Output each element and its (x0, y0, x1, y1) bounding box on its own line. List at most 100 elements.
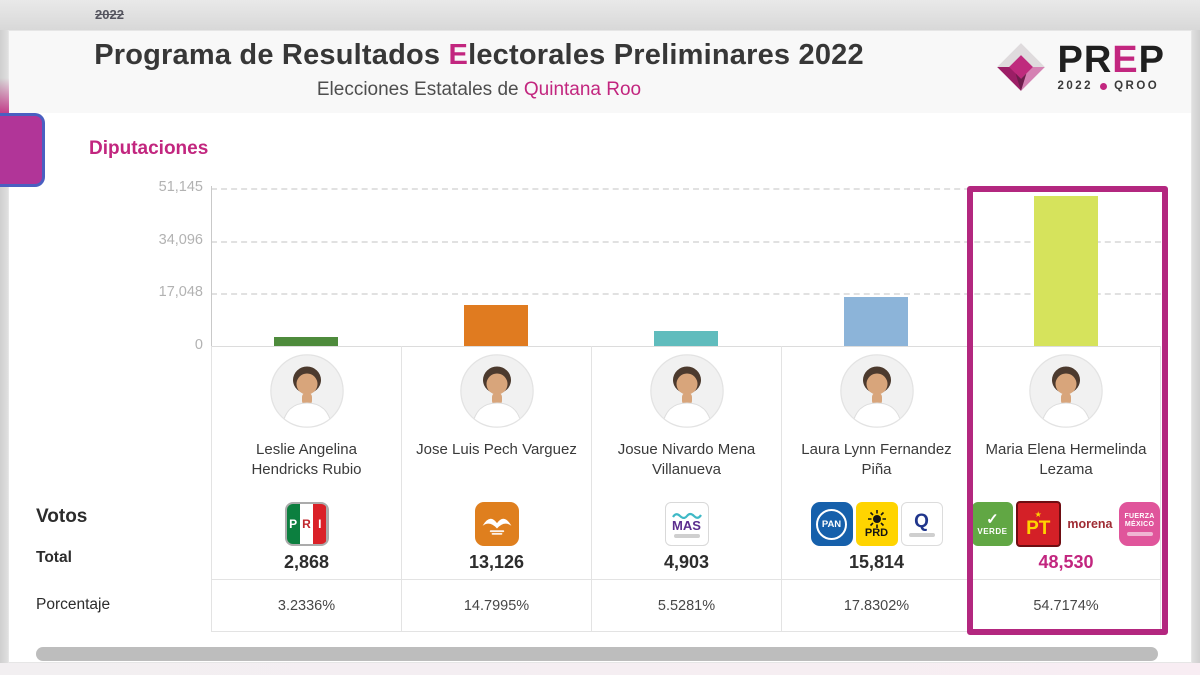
party-logo-pan: PAN (810, 502, 853, 546)
vote-bar (654, 331, 718, 346)
bottom-strip (0, 663, 1200, 675)
percentage-label: Porcentaje (36, 596, 111, 613)
y-axis-tick-label: 51,145 (158, 179, 203, 195)
gridline (211, 188, 1161, 190)
party-logos (402, 499, 591, 549)
percentage-value: 3.2336% (211, 579, 401, 632)
total-votes-value: 13,126 (468, 552, 525, 572)
logo-state: QROO (1114, 80, 1160, 92)
candidate-photo (1029, 354, 1103, 428)
party-logo-pri: P R I (284, 502, 329, 546)
top-strip: 2022 (0, 0, 1200, 30)
header: Programa de Resultados Electorales Preli… (9, 31, 1191, 113)
candidate-name: Laura Lynn Fernandez Piña (801, 441, 952, 479)
prep-letter-p: P (1138, 39, 1165, 81)
party-logo-mc (474, 502, 519, 546)
page-title: Programa de Resultados Electorales Preli… (9, 39, 949, 72)
party-logos: ✓ VERDE ★ PT morena FUERZA MÉXICO (972, 499, 1160, 549)
candidate-columns: Leslie Angelina Hendricks Rubio P R I 2,… (211, 186, 1161, 634)
total-votes-value: 48,530 (1038, 552, 1094, 572)
prep-logo-text: PREP 2022 QROO (1057, 39, 1165, 92)
title-text-post: lectorales Preliminares 2022 (468, 39, 864, 71)
candidate-column: Leslie Angelina Hendricks Rubio P R I 2,… (211, 186, 401, 634)
y-axis-line (211, 186, 212, 346)
party-logo-conf: Q (900, 502, 943, 546)
y-axis-tick-label: 34,096 (158, 231, 203, 248)
title-text: Programa de Resultados (94, 39, 449, 71)
vote-bar (464, 305, 528, 346)
prd-sun-icon (867, 509, 886, 528)
main-panel: Programa de Resultados Electorales Preli… (8, 30, 1192, 663)
candidate-cell: Jose Luis Pech Varguez 13,126 (401, 346, 591, 579)
party-logo-mas: MAS (664, 502, 709, 546)
gridline (211, 240, 1161, 243)
page-subtitle: Elecciones Estatales de Quintana Roo (9, 79, 949, 101)
percentage-value: 54.7174% (971, 579, 1161, 632)
percentage-value: 17.8302% (781, 579, 971, 632)
subtitle-text: Elecciones Estatales de (316, 79, 524, 100)
candidate-cell: Josue Nivardo Mena Villanueva MAS 4,903 (591, 346, 781, 579)
votes-label: Votos (36, 506, 88, 527)
total-label: Total (36, 549, 72, 566)
total-votes-value: 4,903 (663, 552, 710, 572)
party-logo-fxm: FUERZA MÉXICO (1119, 502, 1160, 546)
party-logo-morena: morena (1063, 511, 1117, 537)
y-axis-tick-label: 17,048 (158, 284, 203, 301)
prep-diamond-icon (997, 43, 1046, 91)
tab-diputaciones[interactable]: Diputaciones (89, 138, 209, 159)
candidate-photo (459, 354, 534, 428)
candidate-cell: Laura Lynn Fernandez Piña PAN PRD Q 15,81… (781, 346, 971, 579)
prep-letter-e: E (1112, 39, 1139, 81)
candidate-avatar (269, 353, 345, 429)
vote-bar (844, 297, 908, 346)
candidate-name: Jose Luis Pech Varguez (416, 441, 577, 458)
party-logos: MAS (592, 499, 781, 549)
candidate-column: Jose Luis Pech Varguez 13,126 14.7995% (401, 186, 591, 634)
candidate-photo (839, 354, 914, 428)
mc-eagle-icon (482, 518, 511, 535)
percentage-value: 14.7995% (401, 579, 591, 632)
candidate-cell: Maria Elena Hermelinda Lezama ✓ VERDE ★ PT m… (971, 346, 1161, 579)
candidate-avatar (459, 353, 535, 429)
prep-letters-pr: PR (1057, 39, 1113, 81)
mas-wave-icon (671, 512, 702, 519)
total-votes-value: 2,868 (283, 552, 330, 572)
vote-bar (1034, 196, 1098, 346)
party-logos: PAN PRD Q (782, 499, 971, 549)
party-logos: P R I (212, 499, 401, 549)
prep-logo: PREP 2022 QROO (995, 41, 1165, 93)
tab-bar: Diputaciones (9, 113, 1191, 187)
candidate-photo (649, 354, 724, 428)
logo-dot-icon (1100, 82, 1108, 90)
candidate-photo (269, 354, 344, 428)
gridline (211, 293, 1161, 296)
top-2022-badge: 2022 (95, 7, 124, 22)
candidate-column: Laura Lynn Fernandez Piña PAN PRD Q 15,81… (781, 186, 971, 634)
active-tab-indicator[interactable] (0, 113, 45, 187)
party-logo-pt: ★ PT (1015, 501, 1061, 547)
candidate-avatar (839, 353, 915, 429)
gridline (211, 346, 1161, 347)
candidate-name: Maria Elena Hermelinda Lezama (985, 441, 1147, 479)
candidate-name: Leslie Angelina Hendricks Rubio (251, 441, 362, 479)
candidate-avatar (649, 353, 725, 429)
results-area: 51,145 34,096 17,048 0 Leslie Angelina Hend… (9, 179, 1191, 662)
title-accent-letter: E (448, 39, 469, 71)
y-axis-tick-label: 0 (194, 337, 203, 353)
candidate-name: Josue Nivardo Mena Villanueva (617, 441, 756, 479)
prep-logo-caption: 2022 QROO (1057, 80, 1165, 92)
horizontal-scrollbar[interactable] (36, 647, 1158, 661)
candidate-avatar (1028, 353, 1104, 429)
vote-bar (274, 337, 338, 346)
percentage-value: 5.5281% (591, 579, 781, 632)
logo-year: 2022 (1057, 80, 1094, 92)
candidate-cell: Leslie Angelina Hendricks Rubio P R I 2,… (211, 346, 401, 579)
candidate-column: Josue Nivardo Mena Villanueva MAS 4,903 … (591, 186, 781, 634)
total-votes-value: 15,814 (848, 552, 905, 572)
subtitle-state-name: Quintana Roo (523, 79, 642, 100)
candidate-column: Maria Elena Hermelinda Lezama ✓ VERDE ★ PT m… (971, 186, 1161, 634)
prep-wordmark: PREP (1057, 39, 1165, 81)
party-logo-prd: PRD (855, 502, 898, 546)
party-logo-verde: ✓ VERDE (972, 502, 1013, 546)
